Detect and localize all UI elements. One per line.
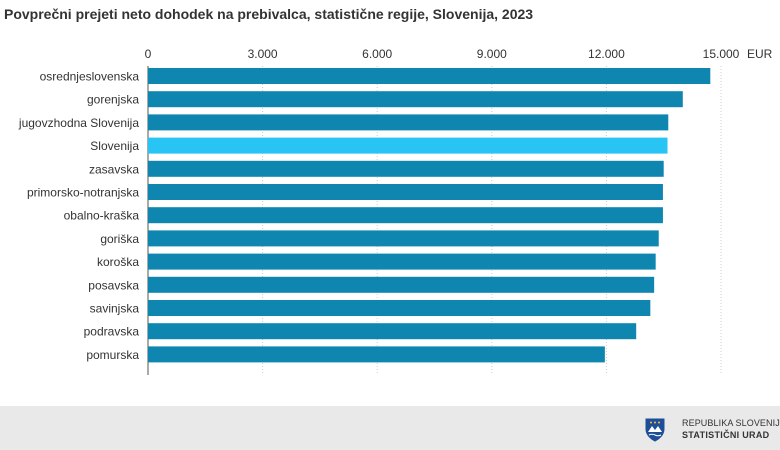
x-tick-label: 0 — [145, 47, 152, 61]
bar[interactable] — [148, 253, 656, 270]
x-tick-label: 9.000 — [477, 47, 507, 61]
category-label: obalno-kraška — [64, 209, 140, 223]
bar[interactable] — [148, 300, 651, 316]
category-label: jugovzhodna Slovenija — [18, 116, 139, 130]
category-label: Slovenija — [90, 139, 139, 153]
category-label: gorenjska — [87, 93, 139, 107]
x-unit-label: EUR — [747, 47, 773, 61]
category-label: pomurska — [86, 348, 139, 362]
bar[interactable] — [148, 323, 637, 340]
org-name-line2: STATISTIČNI URAD — [682, 430, 770, 440]
chart-title: Povprečni prejeti neto dohodek na prebiv… — [4, 6, 534, 22]
x-tick-label: 12.000 — [588, 47, 625, 61]
category-label: goriška — [100, 232, 139, 246]
x-tick-label: 3.000 — [248, 47, 278, 61]
category-label: osrednjeslovenska — [40, 70, 140, 84]
x-tick-label: 15.000 — [703, 47, 740, 61]
bar[interactable] — [148, 137, 668, 154]
bar[interactable] — [148, 160, 664, 177]
org-name-line1: REPUBLIKA SLOVENIJA — [682, 418, 780, 428]
category-label: posavska — [88, 278, 139, 292]
footer: REPUBLIKA SLOVENIJA STATISTIČNI URAD — [0, 406, 780, 450]
bar[interactable] — [148, 276, 655, 293]
category-label: podravska — [84, 325, 140, 339]
bar[interactable] — [148, 91, 683, 108]
bar[interactable] — [148, 346, 605, 363]
bar-chart: 0 3.000 6.000 9.000 12.000 15.000 EUR osrednjes… — [18, 47, 773, 375]
category-label: zasavska — [89, 162, 139, 176]
bar[interactable] — [148, 68, 711, 84]
coat-of-arms-shield-icon — [645, 418, 665, 442]
bar[interactable] — [148, 230, 659, 247]
bar[interactable] — [148, 114, 669, 131]
category-label: koroška — [97, 255, 139, 269]
bar[interactable] — [148, 184, 663, 200]
bar[interactable] — [148, 207, 663, 224]
x-tick-label: 6.000 — [362, 47, 392, 61]
category-label: primorsko-notranjska — [27, 186, 139, 200]
category-label: savinjska — [90, 302, 140, 316]
